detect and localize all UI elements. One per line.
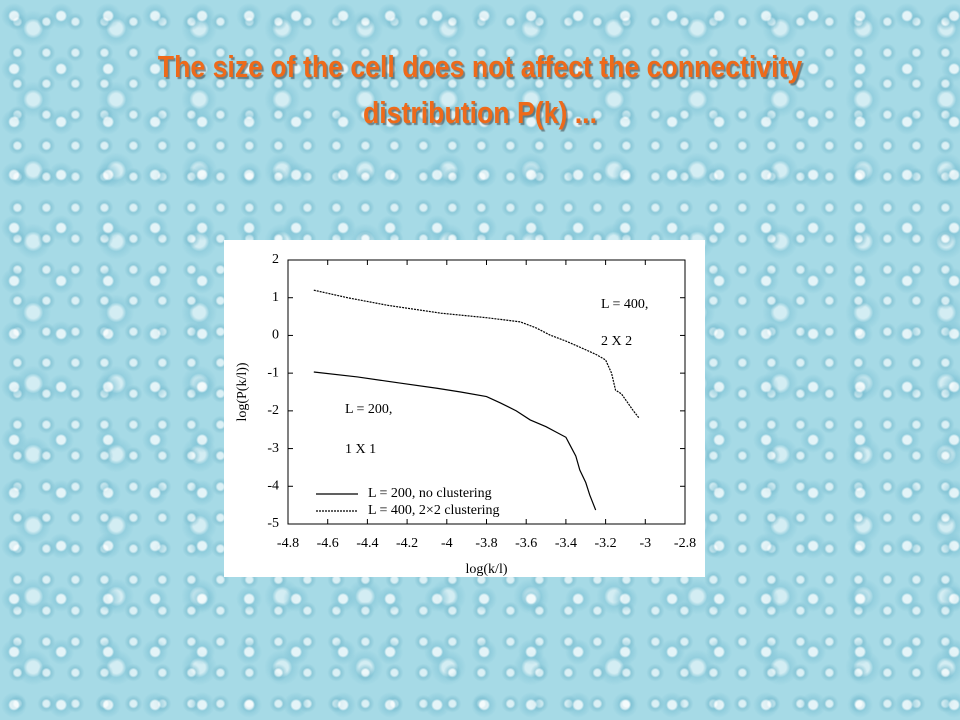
x-tick-label: -3.2 (595, 536, 617, 551)
y-tick-label: -4 (267, 479, 279, 494)
y-tick-label: 0 (272, 328, 279, 343)
y-tick-label: 2 (272, 252, 279, 267)
x-tick-label: -4.4 (356, 536, 378, 551)
annotation: 1 X 1 (345, 442, 376, 457)
y-tick-label: -3 (267, 441, 279, 456)
annotation: 2 X 2 (601, 334, 632, 349)
x-tick-label: -3.8 (475, 536, 497, 551)
x-axis-label: log(k/l) (466, 562, 508, 577)
annotation: L = 400, (601, 297, 648, 312)
annotation: L = 200, (345, 402, 392, 417)
x-tick-label: -3.6 (515, 536, 537, 551)
x-tick-label: -4 (441, 536, 453, 551)
x-tick-label: -3.4 (555, 536, 577, 551)
y-tick-label: -2 (267, 403, 279, 418)
legend-label: L = 200, no clustering (368, 486, 492, 501)
y-tick-label: 1 (272, 290, 279, 305)
chart-panel (224, 240, 705, 577)
x-tick-label: -4.6 (317, 536, 339, 551)
y-axis-label: log(P(k/l)) (235, 362, 250, 421)
y-tick-label: -5 (267, 516, 279, 531)
x-tick-label: -4.8 (277, 536, 299, 551)
y-tick-label: -1 (267, 365, 279, 380)
x-tick-label: -4.2 (396, 536, 418, 551)
x-tick-label: -2.8 (674, 536, 696, 551)
x-tick-label: -3 (639, 536, 651, 551)
slide-title: The size of the cell does not affect the… (157, 49, 803, 130)
series-line (313, 289, 640, 419)
series-line (313, 371, 597, 511)
legend-label: L = 400, 2×2 clustering (368, 503, 500, 518)
